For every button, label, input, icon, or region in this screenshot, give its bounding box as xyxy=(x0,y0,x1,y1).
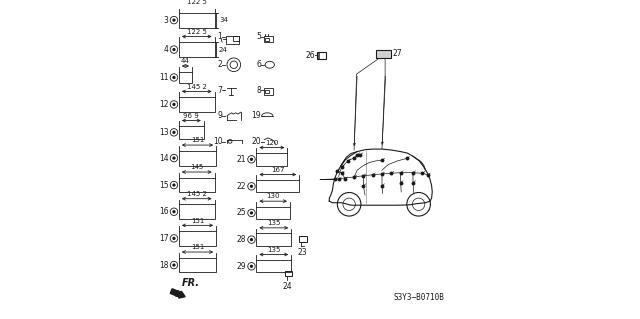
Text: 25: 25 xyxy=(236,208,246,218)
Circle shape xyxy=(250,265,252,267)
Text: 2: 2 xyxy=(218,60,222,69)
Text: 24: 24 xyxy=(219,47,228,53)
Text: 151: 151 xyxy=(191,137,204,143)
Text: 6: 6 xyxy=(256,60,261,69)
Bar xyxy=(179,126,204,138)
Circle shape xyxy=(173,103,175,105)
Circle shape xyxy=(250,212,252,214)
Text: 21: 21 xyxy=(236,155,246,164)
Text: 27: 27 xyxy=(392,49,402,58)
Text: 15: 15 xyxy=(159,181,168,189)
Bar xyxy=(179,71,192,83)
Text: 7: 7 xyxy=(218,86,222,95)
Text: 8: 8 xyxy=(257,86,261,95)
Text: 145 2: 145 2 xyxy=(187,191,207,197)
Circle shape xyxy=(173,237,175,239)
Bar xyxy=(299,236,307,242)
Text: 11: 11 xyxy=(159,73,168,82)
Text: 23: 23 xyxy=(298,248,307,257)
Text: 151: 151 xyxy=(191,244,204,250)
Text: 5: 5 xyxy=(256,32,261,41)
Circle shape xyxy=(173,211,175,213)
Text: 14: 14 xyxy=(159,153,168,163)
Text: 13: 13 xyxy=(159,128,168,137)
Circle shape xyxy=(173,19,175,21)
Bar xyxy=(265,38,269,41)
Bar xyxy=(264,88,273,95)
Text: 34: 34 xyxy=(219,17,228,23)
Text: 22: 22 xyxy=(236,182,246,191)
Text: 145: 145 xyxy=(190,164,204,170)
Text: FR.: FR. xyxy=(182,278,200,288)
Text: 16: 16 xyxy=(159,207,168,216)
Text: 28: 28 xyxy=(236,235,246,244)
Bar xyxy=(257,260,291,272)
Circle shape xyxy=(250,185,252,187)
Text: 26: 26 xyxy=(306,51,316,60)
Bar xyxy=(317,52,326,59)
Text: 44: 44 xyxy=(181,58,190,64)
Circle shape xyxy=(250,239,252,241)
Text: 167: 167 xyxy=(271,167,285,173)
Text: 20: 20 xyxy=(252,137,261,146)
Bar xyxy=(257,234,291,246)
Bar xyxy=(285,271,292,276)
Text: S3Y3—B0710B: S3Y3—B0710B xyxy=(394,293,445,302)
Text: 19: 19 xyxy=(252,111,261,120)
Text: 151: 151 xyxy=(191,218,204,224)
Bar xyxy=(257,207,290,219)
Bar xyxy=(233,36,239,41)
Circle shape xyxy=(173,131,175,133)
Bar xyxy=(179,97,214,112)
Bar xyxy=(179,151,216,166)
Text: 96 9: 96 9 xyxy=(184,113,199,119)
Bar xyxy=(179,204,214,219)
Bar xyxy=(179,178,214,192)
Text: 12: 12 xyxy=(159,100,168,109)
Bar xyxy=(179,13,214,27)
FancyArrow shape xyxy=(170,289,185,298)
Circle shape xyxy=(173,48,175,50)
Text: 130: 130 xyxy=(266,193,280,199)
Text: 122 5: 122 5 xyxy=(187,29,207,35)
Text: 135: 135 xyxy=(267,220,280,226)
Bar xyxy=(257,153,287,166)
Text: 4: 4 xyxy=(163,45,168,54)
Text: 3: 3 xyxy=(163,16,168,25)
Bar xyxy=(264,36,273,42)
Text: 135: 135 xyxy=(267,247,280,253)
Circle shape xyxy=(173,77,175,78)
Bar xyxy=(227,36,239,44)
Text: 9: 9 xyxy=(218,111,222,120)
Text: 24: 24 xyxy=(283,282,292,291)
Text: 17: 17 xyxy=(159,234,168,243)
Bar xyxy=(179,258,216,272)
Circle shape xyxy=(250,159,252,160)
Text: 18: 18 xyxy=(159,261,168,270)
Circle shape xyxy=(173,157,175,159)
Text: 145 2: 145 2 xyxy=(187,84,207,90)
Bar xyxy=(265,90,269,93)
Text: 122 5: 122 5 xyxy=(187,0,207,5)
Bar xyxy=(179,42,214,57)
Circle shape xyxy=(173,184,175,186)
Text: 29: 29 xyxy=(236,262,246,271)
Bar xyxy=(376,50,390,58)
Text: 1: 1 xyxy=(218,32,222,41)
Text: 120: 120 xyxy=(265,140,278,146)
Bar xyxy=(257,180,300,192)
Text: 10: 10 xyxy=(212,137,222,146)
Circle shape xyxy=(173,264,175,266)
Bar xyxy=(179,231,216,246)
